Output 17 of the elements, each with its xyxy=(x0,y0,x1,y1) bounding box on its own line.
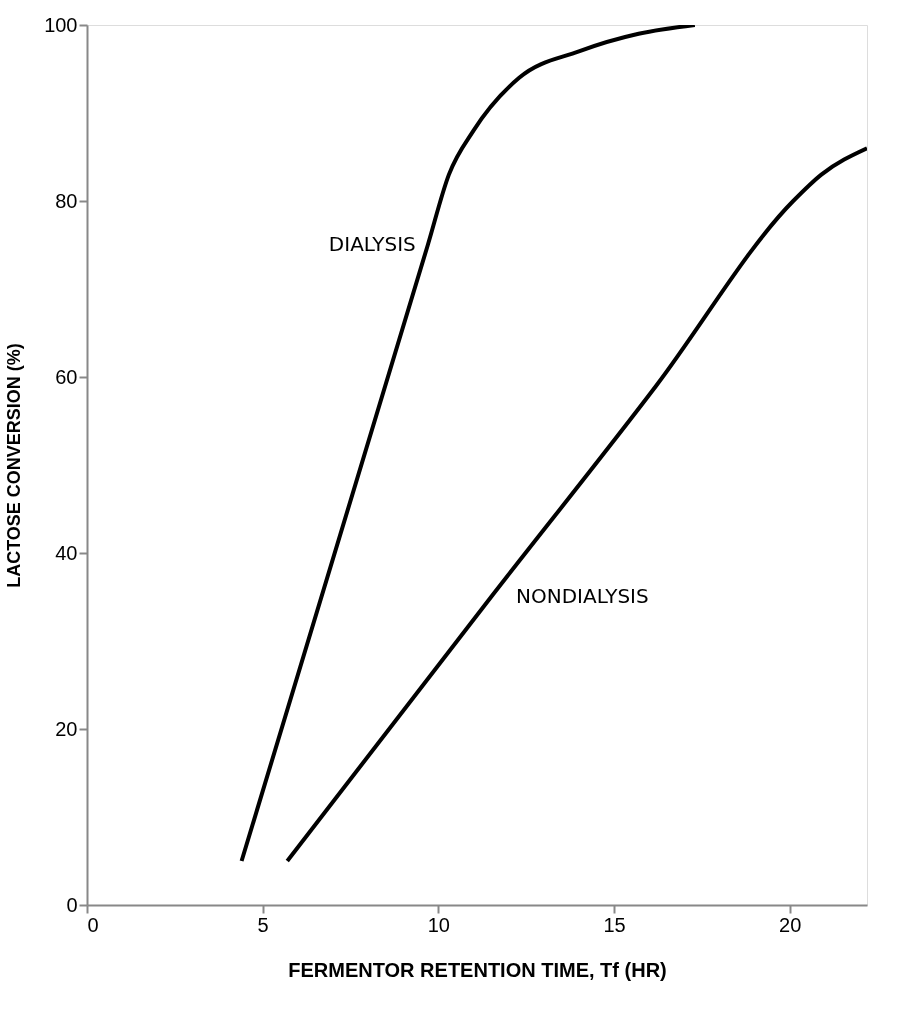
y-axis-title: LACTOSE CONVERSION (%) xyxy=(4,343,25,588)
y-tick-label: 100 xyxy=(44,13,78,36)
x-tick-label: 5 xyxy=(257,913,269,936)
line-series xyxy=(239,25,697,863)
y-tick-label: 80 xyxy=(55,189,78,212)
x-tick-label: 20 xyxy=(779,913,802,936)
line-series xyxy=(285,146,867,863)
series-label: DIALYSIS xyxy=(328,232,416,256)
series-label: NONDIALYSIS xyxy=(516,584,649,608)
y-tick-label: 60 xyxy=(55,365,78,388)
y-tick-label: 40 xyxy=(55,541,78,564)
x-tick-label: 10 xyxy=(427,913,450,936)
y-tick-label: 0 xyxy=(66,893,78,916)
x-tick-label: 15 xyxy=(603,913,626,936)
y-tick-label: 20 xyxy=(55,717,78,740)
x-tick-label: 0 xyxy=(87,913,99,936)
x-axis-title: FERMENTOR RETENTION TIME, Tf (HR) xyxy=(288,958,667,981)
